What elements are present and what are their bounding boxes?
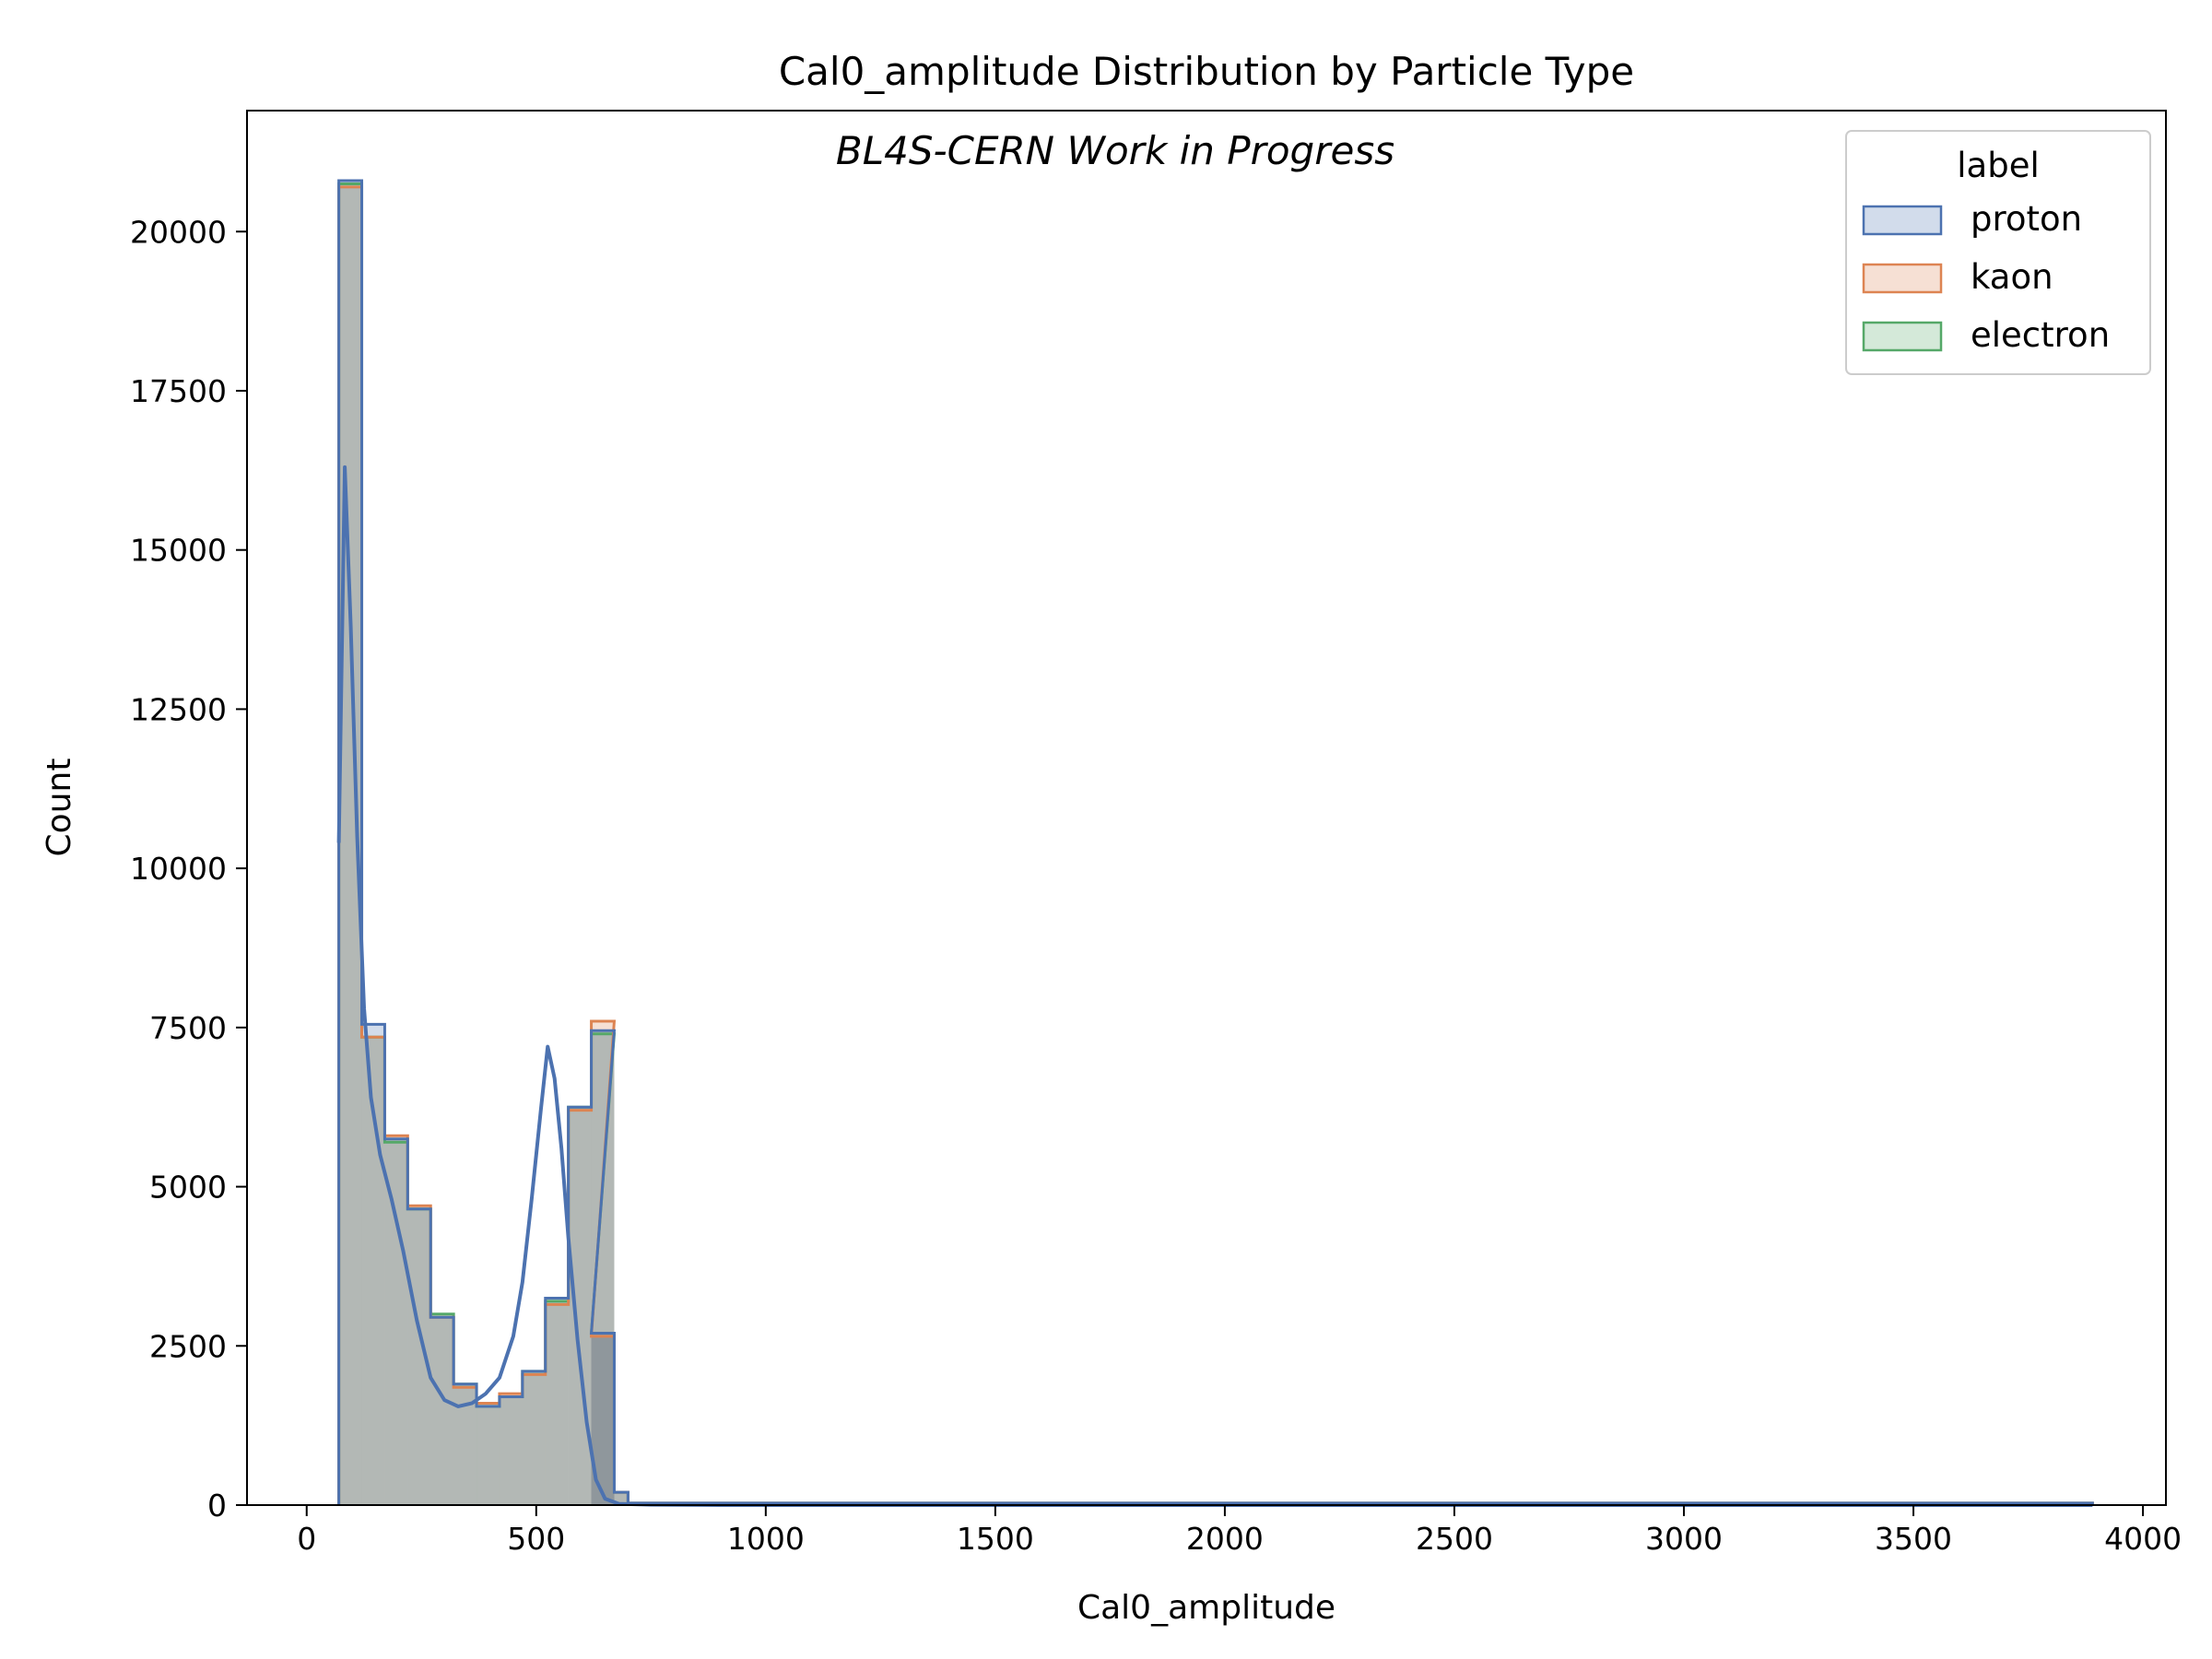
bar-electron-10 [568, 1107, 592, 1505]
bar-proton-6 [477, 1406, 500, 1505]
bar-proton-8 [522, 1371, 546, 1505]
y-tick-label: 7500 [149, 1010, 227, 1046]
chart-annotation: BL4S-CERN Work in Progress [836, 128, 1394, 173]
legend-label-proton: proton [1971, 199, 2082, 239]
legend-swatch-kaon [1862, 263, 1943, 294]
x-tick-label: 500 [507, 1521, 565, 1557]
step-outline-kaon [337, 185, 2094, 1505]
bar-electron-9 [545, 1300, 569, 1505]
bar-electron-6 [477, 1406, 500, 1505]
x-tick-label: 3000 [1645, 1521, 1723, 1557]
x-tick-label: 1500 [957, 1521, 1034, 1557]
y-tick-label: 20000 [130, 214, 227, 250]
x-axis-ticks: 0 500 1000 1500 2000 2500 3000 3500 4000 [297, 1505, 2182, 1557]
bar-proton-9 [545, 1298, 569, 1505]
bar-proton-7 [499, 1396, 523, 1505]
step-outline-proton [337, 179, 2094, 1505]
bar-proton-1 [361, 1024, 385, 1505]
plot-frame [246, 110, 2167, 1506]
y-tick-label: 2500 [149, 1328, 227, 1364]
legend-swatch-electron [1862, 321, 1943, 352]
y-tick-label: 17500 [130, 373, 227, 409]
x-tick-label: 3500 [1875, 1521, 1952, 1557]
bar-electron-8 [522, 1371, 546, 1505]
bar-electron-4 [430, 1313, 454, 1505]
y-tick-label: 10000 [130, 851, 227, 887]
histogram-bars [337, 179, 2094, 1506]
bar-kaon-9 [545, 1304, 569, 1505]
legend-swatch-proton [1862, 205, 1943, 236]
bar-proton-4 [430, 1317, 454, 1505]
kde-curve-group [336, 465, 2093, 1507]
bar-kaon-10 [568, 1110, 592, 1505]
y-tick-label: 5000 [149, 1170, 227, 1206]
legend-title: label [1957, 146, 2039, 185]
bar-proton-2 [384, 1138, 408, 1505]
legend-label-kaon: kaon [1971, 257, 2053, 297]
legend-label-electron: electron [1971, 315, 2110, 355]
y-tick-label: 0 [207, 1488, 227, 1524]
legend-box [1845, 130, 2151, 375]
kde-curve [336, 465, 2093, 1507]
y-axis-label: Count [41, 759, 78, 857]
bar-kaon-6 [477, 1403, 500, 1505]
y-tick-label: 12500 [130, 691, 227, 727]
x-axis-label: Cal0_amplitude [1077, 1589, 1335, 1627]
chart-title: Cal0_amplitude Distribution by Particle … [779, 49, 1634, 94]
bar-electron-2 [384, 1142, 408, 1505]
x-tick-label: 0 [297, 1521, 316, 1557]
bar-proton-10 [568, 1107, 592, 1505]
x-tick-label: 2500 [1416, 1521, 1493, 1557]
bar-kaon-7 [499, 1394, 523, 1505]
y-tick-label: 15000 [130, 533, 227, 569]
legend-items: proton kaon electron [1862, 199, 2110, 355]
legend: label proton kaon electron [1845, 130, 2151, 375]
x-tick-label: 4000 [2104, 1521, 2182, 1557]
x-tick-label: 2000 [1186, 1521, 1264, 1557]
x-tick-label: 1000 [727, 1521, 805, 1557]
bar-kaon-2 [384, 1135, 408, 1505]
series-kaon-bars [338, 186, 2093, 1506]
y-axis-ticks: 0 2500 5000 7500 10000 12500 15000 17500 20000 [130, 214, 247, 1524]
bar-kaon-4 [430, 1317, 454, 1505]
bar-kaon-8 [522, 1374, 546, 1505]
bar-electron-7 [499, 1396, 523, 1505]
